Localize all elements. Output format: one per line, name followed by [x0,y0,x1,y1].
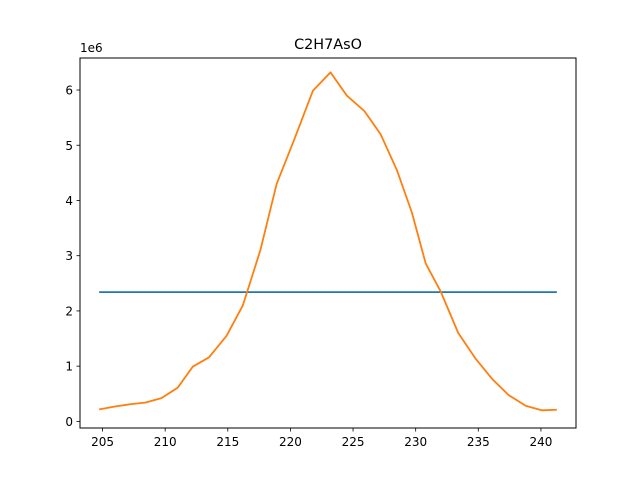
y-tick-label: 5 [65,139,73,153]
x-tick-label: 240 [529,435,552,449]
x-tick-label: 220 [279,435,302,449]
y-tick-label: 3 [65,249,73,263]
chart-title: C2H7AsO [294,37,362,53]
x-axis-ticks: 205 210 215 220 225 230 235 240 [91,428,552,449]
series-layer [98,71,557,412]
y-tick-label: 6 [65,84,73,98]
y-tick-label: 4 [65,194,73,208]
x-tick-label: 230 [404,435,427,449]
x-tick-label: 215 [216,435,239,449]
y-tick-label: 2 [65,304,73,318]
x-tick-label: 235 [467,435,490,449]
x-tick-label: 210 [154,435,177,449]
plot-frame [79,57,577,429]
y-tick-label: 0 [65,415,73,429]
y-tick-label: 1 [65,360,73,374]
y-axis-ticks: 0 1 2 3 4 5 6 [65,84,80,429]
y-offset-label: 1e6 [80,41,103,55]
x-tick-label: 205 [91,435,114,449]
x-tick-label: 225 [342,435,365,449]
series-line-1 [98,71,557,412]
